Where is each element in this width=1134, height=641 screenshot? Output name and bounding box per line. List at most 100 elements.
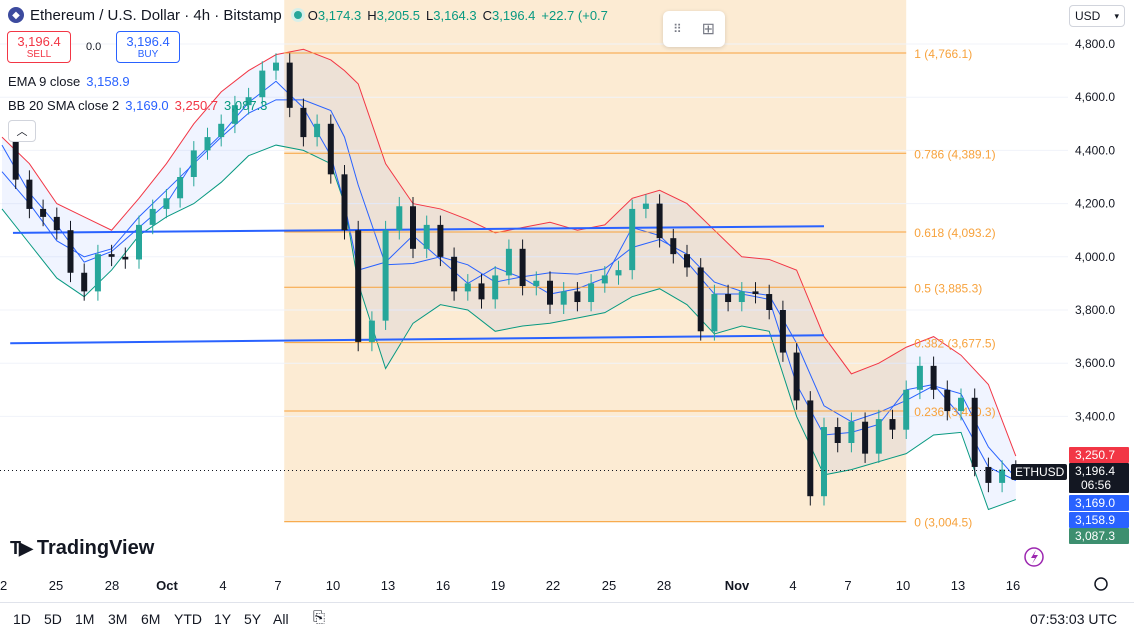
candle (779, 310, 786, 353)
range-6m[interactable]: 6M (141, 611, 161, 627)
spread-value: 0.0 (86, 41, 102, 53)
x-tick-label: 13 (951, 578, 965, 593)
candle (327, 123, 334, 175)
buy-price: 3,196.4 (126, 34, 170, 49)
candle (122, 256, 129, 260)
x-tick-label: 10 (896, 578, 910, 593)
candle (437, 224, 444, 257)
y-tick-label: 4,400.0 (1075, 143, 1115, 157)
candle (300, 107, 307, 138)
x-tick-label: 10 (326, 578, 340, 593)
candle (478, 283, 485, 300)
candle (382, 230, 389, 321)
tradingview-logo[interactable]: T▶ TradingView (10, 537, 154, 560)
ema-name: EMA 9 close (8, 74, 81, 89)
logo-text: TradingView (36, 537, 155, 559)
lightning-icon[interactable] (1024, 547, 1044, 567)
range-ytd[interactable]: YTD (174, 611, 202, 627)
candle (862, 421, 869, 454)
collapse-legend-button[interactable]: ︿ (8, 120, 36, 142)
price-label-box (1069, 463, 1129, 493)
price-label: 3,196.4 (1075, 464, 1115, 478)
candle (916, 365, 923, 390)
candle (163, 198, 170, 209)
range-1d[interactable]: 1D (13, 611, 31, 627)
candle (670, 238, 677, 255)
range-3m[interactable]: 3M (108, 611, 128, 627)
x-tick-label: 16 (1006, 578, 1020, 593)
x-tick-label: 7 (274, 578, 281, 593)
price-label: 3,169.0 (1075, 496, 1115, 510)
price-label-box (1069, 447, 1129, 463)
drag-handle-icon[interactable]: ⠿ (672, 22, 682, 36)
x-tick-label: 4 (219, 578, 226, 593)
candle (149, 208, 156, 225)
currency-select[interactable]: USD ▾ (1069, 5, 1125, 27)
candle (834, 427, 841, 443)
buy-label: BUY (137, 49, 159, 60)
x-tick-label: 22 (546, 578, 560, 593)
chevron-up-icon: ︿ (16, 126, 28, 138)
x-tick-label: 28 (105, 578, 119, 593)
bb-upper-line (1, 48, 1017, 457)
range-5y[interactable]: 5Y (244, 611, 262, 627)
candle (286, 62, 293, 108)
y-tick-label: 4,000.0 (1075, 250, 1115, 264)
candle (368, 320, 375, 342)
range-5d[interactable]: 5D (44, 611, 62, 627)
buy-button[interactable]: 3,196.4 BUY (116, 31, 180, 63)
candle (273, 62, 279, 71)
fib-level-label: 0.786 (4,389.1) (914, 147, 995, 161)
y-tick-label: 3,800.0 (1075, 303, 1115, 317)
x-tick-label: 19 (491, 578, 505, 593)
utc-clock[interactable]: 07:53:03 UTC (1030, 611, 1118, 627)
candle (711, 294, 718, 332)
candle (999, 469, 1006, 483)
bb-legend[interactable]: BB 20 SMA close 2 3,169.0 3,250.7 3,087.… (8, 98, 267, 113)
sell-button[interactable]: 3,196.4 SELL (7, 31, 71, 63)
trend-line (10, 334, 825, 345)
range-1m[interactable]: 1M (75, 611, 95, 627)
candle (67, 230, 74, 273)
candle (40, 208, 47, 217)
candle (738, 291, 745, 303)
sell-label: SELL (26, 49, 52, 60)
object-tree-icon[interactable]: ⊞ (701, 21, 716, 38)
change-value: +22.7 (+0.7 (541, 7, 608, 23)
candle (821, 427, 827, 497)
symbol-title[interactable]: Ethereum / U.S. Dollar · 4h · Bitstamp (30, 6, 282, 24)
y-tick-label: 3,400.0 (1075, 409, 1115, 423)
price-label: 3,087.3 (1075, 529, 1115, 543)
ema-value: 3,158.9 (86, 74, 130, 89)
candle (204, 137, 211, 151)
bb-lower-line (1, 144, 1016, 511)
range-all[interactable]: All (273, 611, 289, 627)
candle (136, 224, 142, 260)
candle (560, 291, 567, 305)
candle (190, 150, 197, 177)
candle (958, 397, 964, 412)
candle (423, 224, 430, 249)
floating-toolbar[interactable]: ⠿ ⊞ (663, 11, 725, 47)
ema-legend[interactable]: EMA 9 close 3,158.9 (8, 74, 130, 89)
y-tick-label: 4,600.0 (1075, 90, 1115, 104)
candle (588, 283, 595, 303)
price-label-box (1069, 528, 1129, 544)
fib-level-label: 0.5 (3,885.3) (914, 281, 982, 295)
candle (642, 203, 649, 209)
goto-date-icon[interactable]: ⎘ (313, 609, 326, 626)
fib-level-label: 0.382 (3,677.5) (914, 337, 995, 351)
range-1y[interactable]: 1Y (214, 611, 232, 627)
lightning-bolt-icon (1031, 550, 1038, 564)
chart-header: ◆ Ethereum / U.S. Dollar · 4h · Bitstamp… (8, 5, 608, 25)
candle (505, 248, 512, 276)
fib-level-label: 1 (4,766.1) (914, 47, 972, 61)
candle (108, 254, 115, 257)
candle (601, 275, 608, 284)
settings-icon[interactable] (1094, 577, 1108, 591)
trend-line (12, 225, 825, 234)
candle (245, 97, 252, 106)
fib-level-label: 0.236 (3,420.3) (914, 405, 995, 419)
x-tick-label: 22 (0, 578, 7, 593)
